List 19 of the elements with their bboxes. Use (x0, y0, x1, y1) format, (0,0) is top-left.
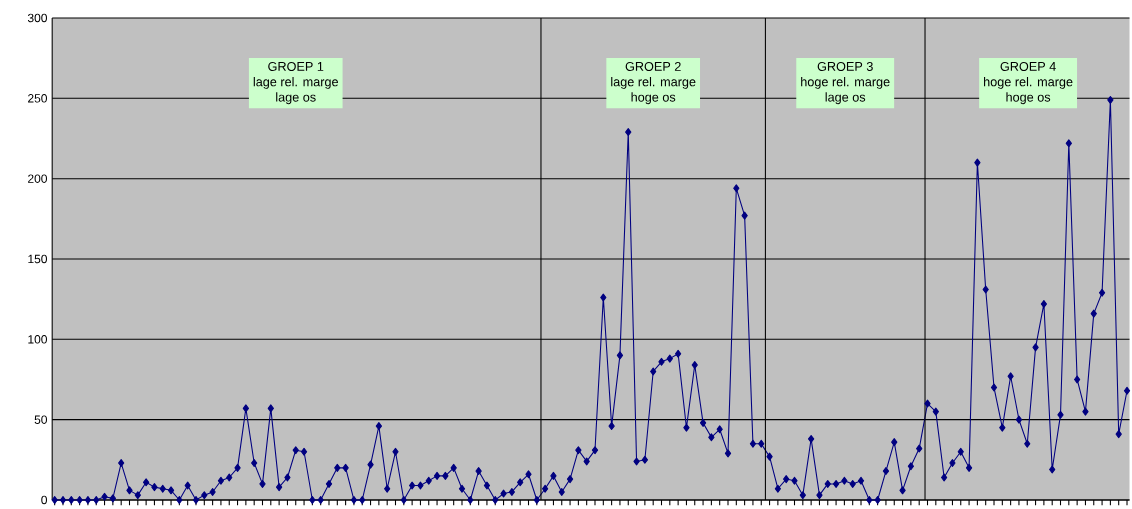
annotation: lage os (825, 92, 866, 105)
annotation: GROEP 1 (268, 61, 324, 71)
y-tick-label: 100 (28, 335, 47, 344)
y-tick-label: 50 (34, 415, 48, 424)
annotation: lage rel. marge (611, 76, 696, 89)
y-tick-label: 0 (41, 495, 48, 505)
annotation: hoge rel. marge (801, 76, 890, 89)
annotation: hoge os (631, 92, 676, 105)
annotation: hoge rel. marge (984, 76, 1073, 89)
y-tick-label: 300 (27, 13, 47, 23)
annotation: lage rel. marge (253, 76, 338, 89)
annotation: lage os (276, 92, 316, 105)
annotation: GROEP 2 (625, 61, 681, 71)
y-tick-label: 200 (28, 174, 47, 183)
y-tick-label: 150 (28, 254, 47, 264)
y-tick-label: 250 (28, 94, 47, 103)
annotation: hoge os (1006, 92, 1051, 105)
annotation: GROEP 4 (1000, 61, 1056, 71)
annotation: GROEP 3 (817, 61, 873, 71)
